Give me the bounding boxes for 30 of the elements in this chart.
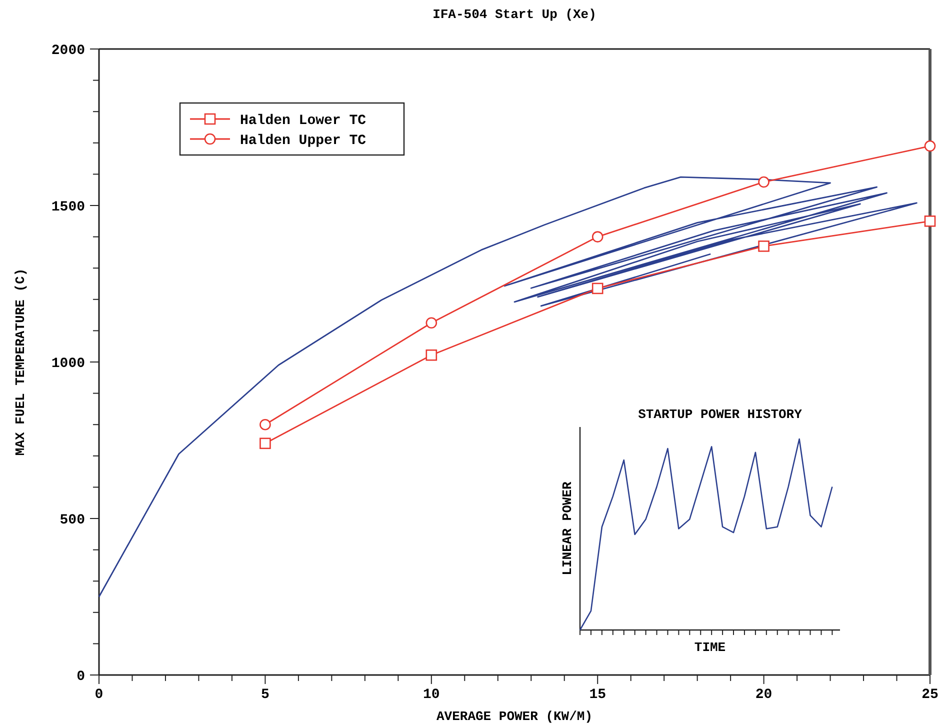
y-tick-label: 1500 — [51, 200, 85, 216]
x-tick-label: 10 — [422, 687, 440, 703]
x-tick-label: 25 — [922, 687, 938, 703]
legend-label: Halden Lower TC — [240, 113, 367, 129]
x-tick-label: 15 — [589, 687, 606, 703]
y-axis-title: MAX FUEL TEMPERATURE (C) — [13, 268, 28, 456]
y-tick-label: 0 — [76, 669, 85, 685]
x-tick-label: 5 — [260, 687, 270, 703]
x-axis-title: AVERAGE POWER (KW/M) — [436, 709, 593, 724]
point — [260, 438, 271, 450]
chart-title: IFA-504 Start Up (Xe) — [432, 7, 596, 22]
point — [426, 317, 438, 329]
point — [924, 140, 936, 152]
point — [592, 231, 604, 242]
chart-title: STARTUP POWER HISTORY — [638, 407, 802, 422]
y-tick-label: 500 — [60, 512, 85, 528]
line-series — [98, 176, 918, 598]
legend-label: Halden Upper TC — [240, 133, 367, 149]
point — [924, 216, 936, 227]
y-tick-label: 1000 — [51, 356, 85, 372]
point — [260, 418, 271, 430]
y-tick-label: 2000 — [51, 43, 85, 59]
point — [758, 240, 770, 252]
x-axis-title: TIME — [694, 640, 726, 655]
point — [426, 349, 438, 361]
point — [758, 176, 770, 188]
x-tick-label: 0 — [94, 687, 104, 703]
x-tick-label: 20 — [755, 687, 772, 703]
y-axis-title: LINEAR POWER — [560, 482, 575, 576]
point — [592, 282, 604, 294]
